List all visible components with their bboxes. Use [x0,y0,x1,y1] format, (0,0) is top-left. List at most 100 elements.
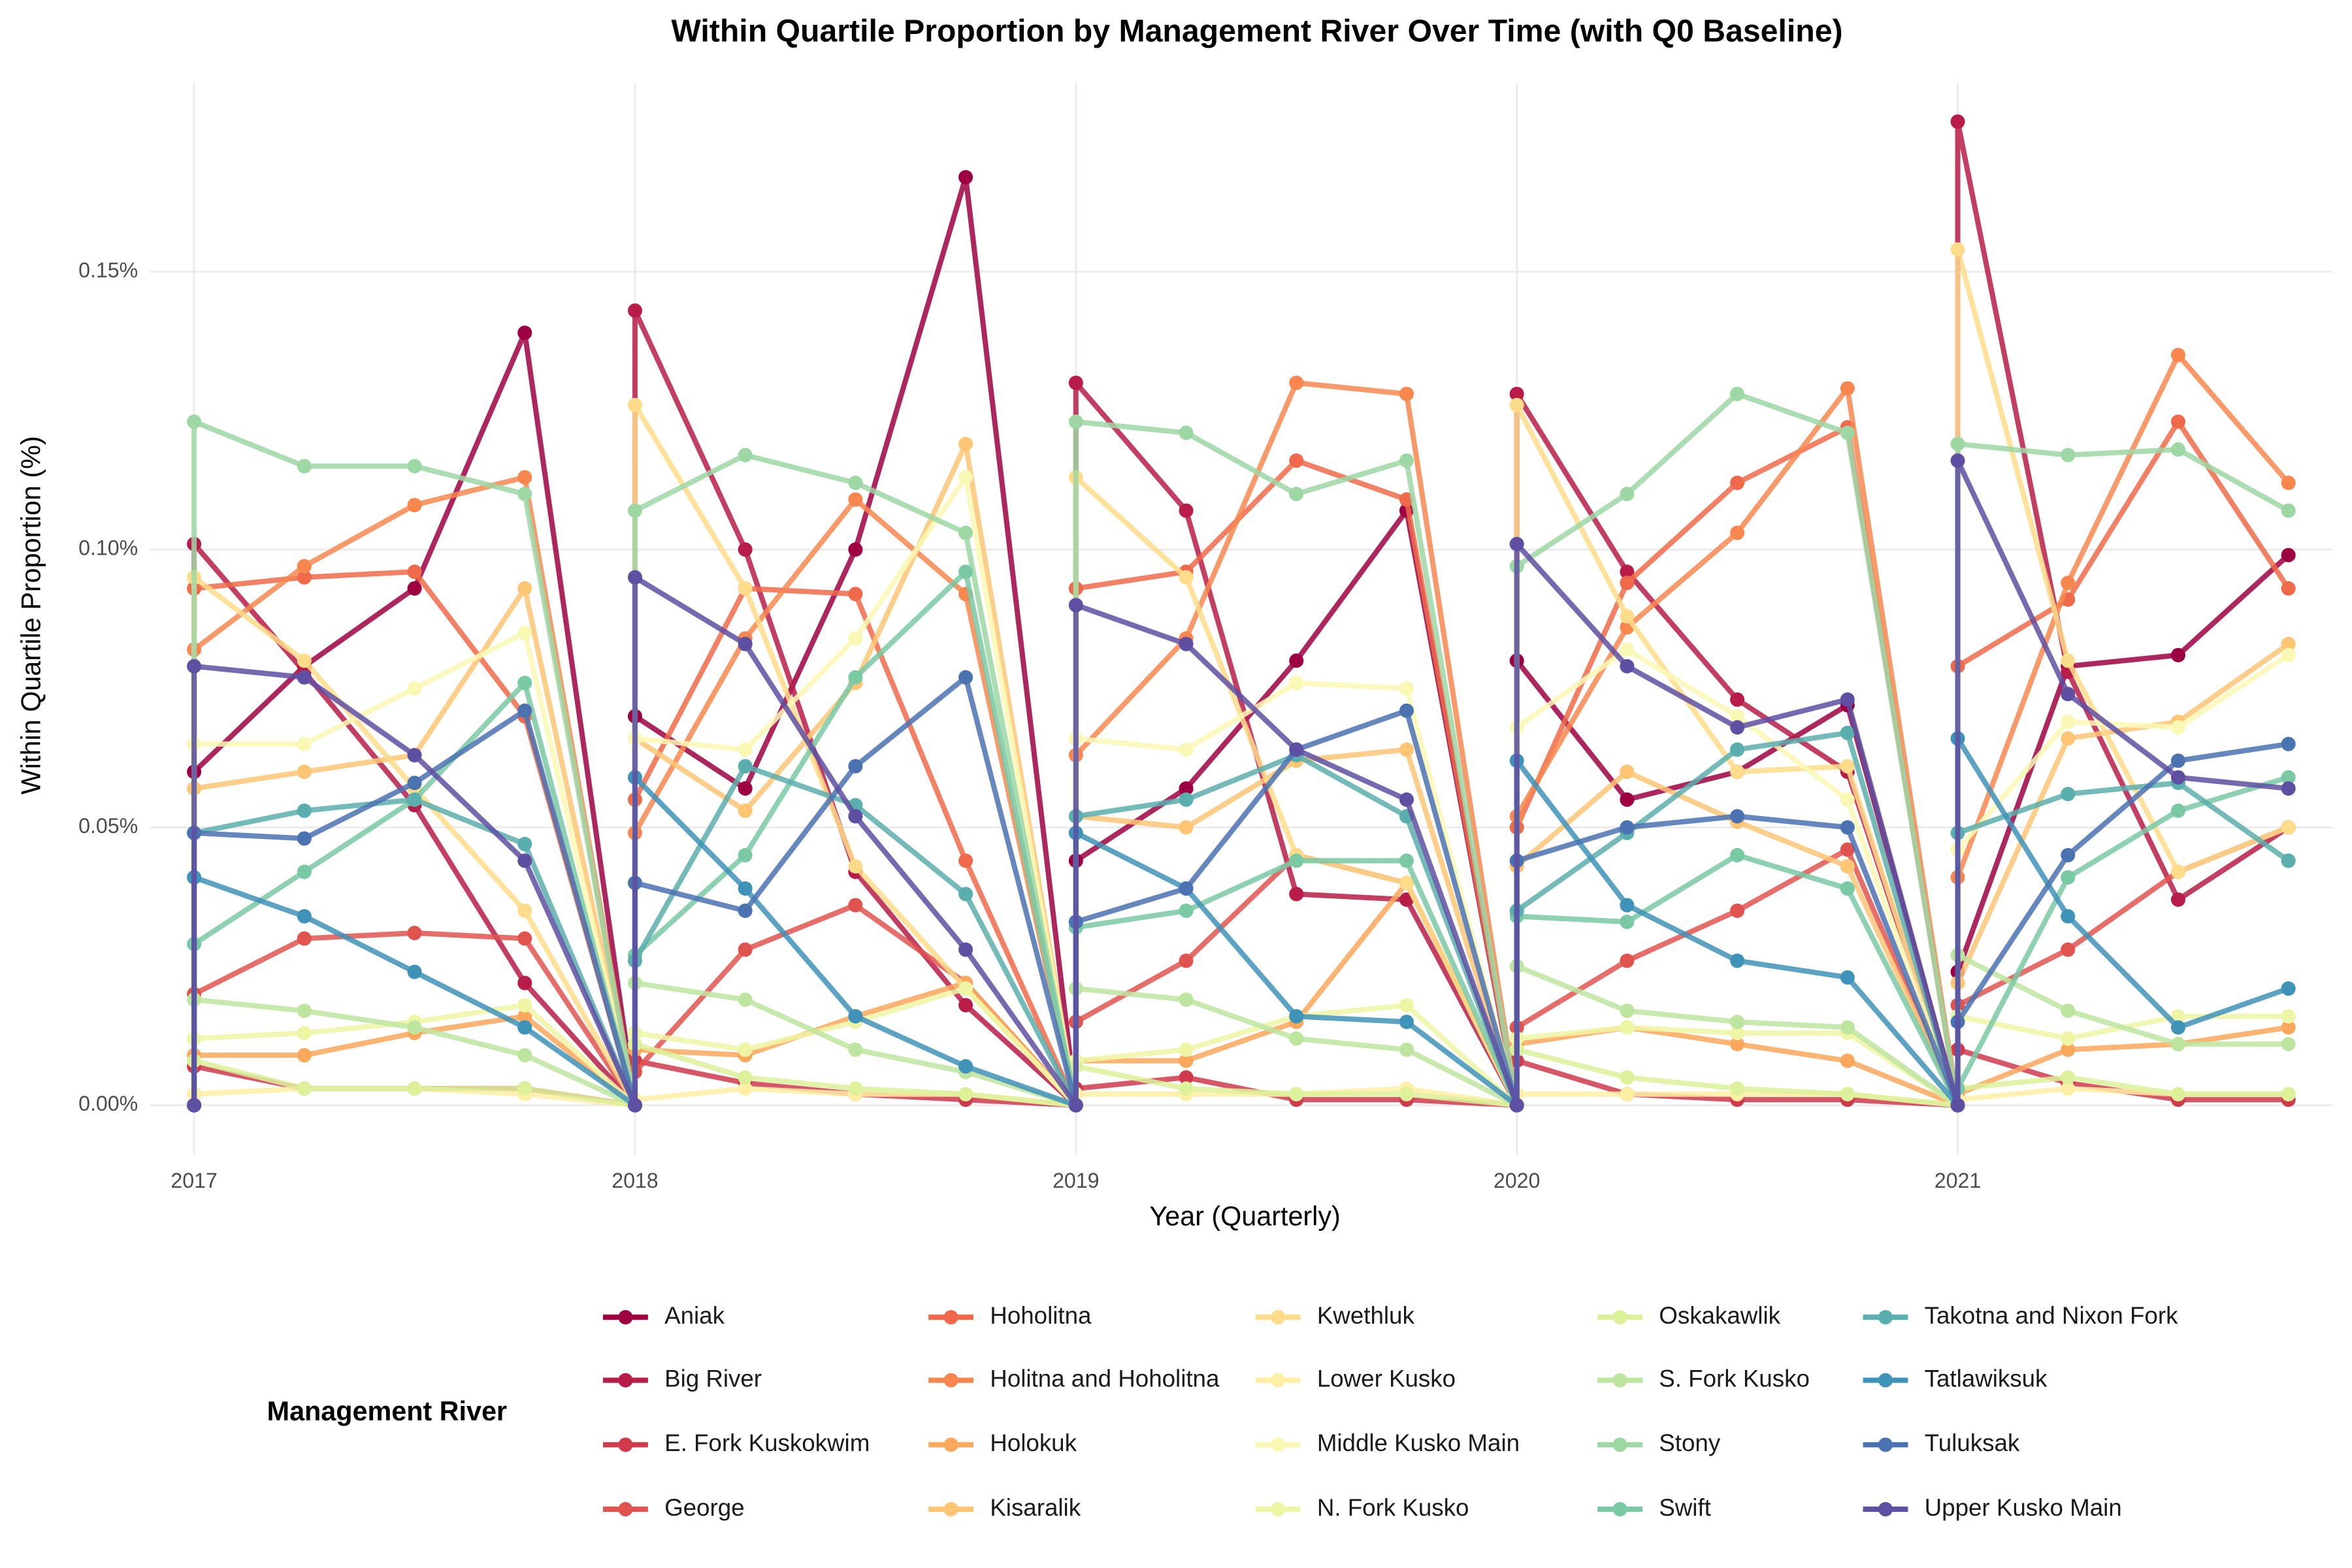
data-point [2281,1020,2296,1035]
data-point [2061,1042,2076,1057]
data-point [297,1026,312,1041]
data-point [1289,1031,1304,1046]
data-point [1179,992,1194,1007]
data-point [2061,1031,2076,1046]
data-point [1840,1086,1855,1102]
legend-item: Middle Kusko Main [1255,1429,1520,1456]
data-point [1730,1015,1745,1030]
data-point [848,542,863,557]
legend-item: Big River [602,1365,762,1392]
data-point [958,853,973,868]
data-point [1179,503,1194,518]
data-point [958,998,973,1013]
data-point [1179,820,1194,835]
data-point [297,864,312,879]
legend-item: Hoholitna [928,1302,1092,1329]
data-point [297,803,312,818]
data-point [1840,1053,1855,1068]
data-point [958,1059,973,1074]
data-point [2170,803,2185,818]
legend-label: E. Fork Kuskokwim [664,1429,870,1456]
data-point [958,470,973,485]
data-point [848,587,863,602]
data-point [1289,742,1304,757]
legend-swatch-dot [1612,1310,1627,1325]
data-point [848,858,863,874]
data-point [958,525,973,540]
legend-item: Swift [1597,1494,1711,1521]
data-point [2170,442,2185,457]
data-point [627,303,642,318]
data-point [1730,742,1745,757]
data-point [738,1081,753,1096]
legend-swatch-dot [618,1310,633,1325]
data-point [1950,114,1965,129]
legend-item: S. Fork Kusko [1597,1365,1810,1392]
legend-swatch-dot [1878,1502,1893,1517]
legend-item: Takotna and Nixon Fork [1863,1302,2178,1329]
data-point [1179,570,1194,585]
data-point [2281,1086,2296,1102]
legend-swatch-dot [618,1502,633,1517]
data-point [958,887,973,902]
data-point [1068,414,1083,429]
data-point [2170,414,2185,429]
data-point [517,836,532,851]
data-point [297,831,312,846]
data-point [627,1098,642,1113]
data-point [407,459,422,474]
data-point [2281,581,2296,596]
data-point [1730,953,1745,968]
data-point [517,1081,532,1096]
data-point [407,964,422,979]
data-point [517,1009,532,1024]
data-point [1620,953,1635,968]
data-point [297,653,312,668]
legend-label: Tuluksak [1925,1429,2020,1456]
data-point [407,776,422,791]
data-point [187,659,202,674]
data-point [297,736,312,751]
legend-swatch-dot [943,1502,958,1517]
data-point [1950,242,1965,257]
data-point [1840,842,1855,857]
data-point [517,676,532,691]
data-point [1730,847,1745,862]
data-point [2281,770,2296,785]
data-point [1289,853,1304,868]
data-point [1399,853,1414,868]
data-point [848,759,863,774]
data-point [958,436,973,451]
data-point [1840,858,1855,874]
data-point [297,1048,312,1063]
y-tick-label: 0.00% [78,1092,138,1115]
data-point [2061,576,2076,591]
data-point [1840,970,1855,985]
data-point [1620,576,1635,591]
data-point [1179,636,1194,651]
legend-item: N. Fork Kusko [1255,1494,1469,1521]
legend-swatch-dot [1878,1310,1893,1325]
data-point [1840,759,1855,774]
data-point [1730,386,1745,401]
data-point [407,925,422,941]
data-point [1620,914,1635,930]
data-point [297,931,312,946]
data-point [2170,1037,2185,1052]
data-point [517,1020,532,1035]
data-point [738,1042,753,1057]
legend-swatch-dot [1878,1373,1893,1388]
data-point [1840,820,1855,835]
data-point [1840,881,1855,896]
data-point [1289,453,1304,468]
data-point [1620,1070,1635,1085]
data-point [1509,397,1524,413]
data-point [2061,942,2076,957]
legend-label: Upper Kusko Main [1925,1494,2122,1521]
data-point [2170,892,2185,907]
data-point [848,631,863,646]
data-point [1730,720,1745,735]
data-point [2170,770,2185,785]
legend-label: Swift [1659,1494,1711,1521]
data-point [738,581,753,596]
